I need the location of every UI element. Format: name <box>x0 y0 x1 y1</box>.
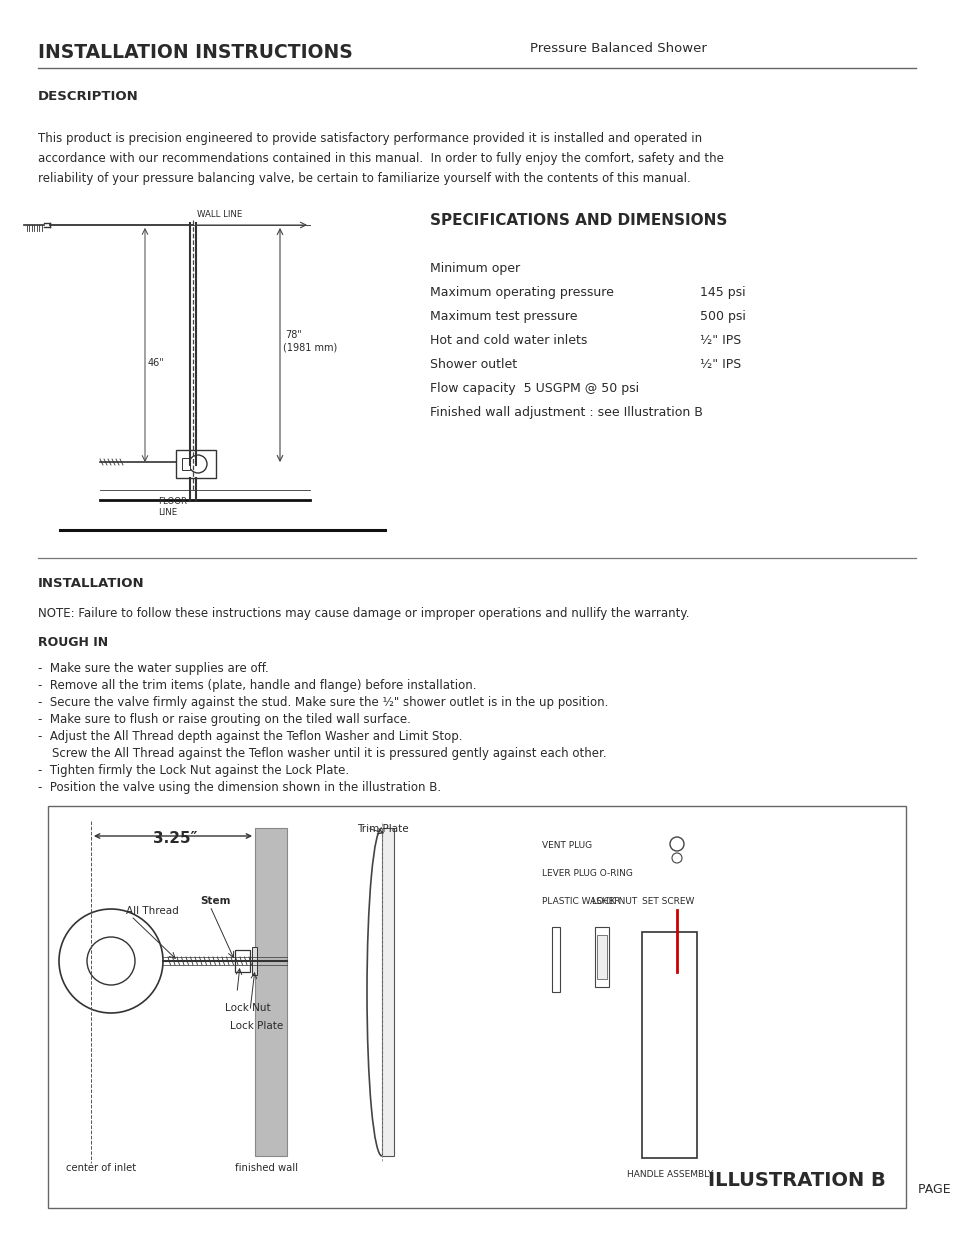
Text: Minimum oper: Minimum oper <box>430 262 519 275</box>
Circle shape <box>671 853 681 863</box>
Text: Lock Nut: Lock Nut <box>225 1003 271 1013</box>
Circle shape <box>87 937 135 986</box>
Text: VENT PLUG: VENT PLUG <box>541 841 592 850</box>
Text: 3.25″: 3.25″ <box>152 831 197 846</box>
Text: WALL LINE: WALL LINE <box>196 210 242 219</box>
Bar <box>552 927 559 992</box>
Text: -  Adjust the All Thread depth against the Teflon Washer and Limit Stop.: - Adjust the All Thread depth against th… <box>38 730 462 743</box>
Bar <box>71 930 151 992</box>
Bar <box>175 450 215 478</box>
Text: HANDLE ASSEMBLY: HANDLE ASSEMBLY <box>626 1170 713 1179</box>
Circle shape <box>189 454 207 473</box>
Text: ½" IPS: ½" IPS <box>700 358 740 370</box>
Text: -  Tighten firmly the Lock Nut against the Lock Plate.: - Tighten firmly the Lock Nut against th… <box>38 764 349 777</box>
Text: ROUGH IN: ROUGH IN <box>38 636 108 650</box>
Bar <box>595 927 608 987</box>
Bar <box>254 827 287 1156</box>
Text: This product is precision engineered to provide satisfactory performance provide: This product is precision engineered to … <box>38 132 723 185</box>
Text: ½" IPS: ½" IPS <box>700 333 740 347</box>
Text: DESCRIPTION: DESCRIPTION <box>38 90 138 103</box>
Text: PLASTIC WASHER: PLASTIC WASHER <box>541 897 619 906</box>
Bar <box>381 827 394 1156</box>
Text: PAGE 02: PAGE 02 <box>917 1183 953 1195</box>
Text: Stem: Stem <box>200 897 231 906</box>
Text: ILLUSTRATION B: ILLUSTRATION B <box>707 1171 885 1191</box>
Circle shape <box>669 837 683 851</box>
Text: -  Position the valve using the dimension shown in the illustration B.: - Position the valve using the dimension… <box>38 781 440 794</box>
Text: SET SCREW: SET SCREW <box>641 897 694 906</box>
Text: Maximum test pressure: Maximum test pressure <box>430 310 577 324</box>
Text: Flow capacity  5 USGPM @ 50 psi: Flow capacity 5 USGPM @ 50 psi <box>430 382 639 395</box>
Text: (1981 mm): (1981 mm) <box>283 343 337 353</box>
Bar <box>252 947 256 974</box>
Text: -  Make sure the water supplies are off.: - Make sure the water supplies are off. <box>38 662 269 676</box>
Text: 500 psi: 500 psi <box>700 310 745 324</box>
Text: -  Remove all the trim items (plate, handle and flange) before installation.: - Remove all the trim items (plate, hand… <box>38 679 476 692</box>
Text: 46": 46" <box>148 358 165 368</box>
Text: INSTALLATION INSTRUCTIONS: INSTALLATION INSTRUCTIONS <box>38 42 353 62</box>
Bar <box>641 932 697 1158</box>
Text: 145 psi: 145 psi <box>700 287 745 299</box>
Text: -  Make sure to flush or raise grouting on the tiled wall surface.: - Make sure to flush or raise grouting o… <box>38 713 411 726</box>
Text: LOCK NUT: LOCK NUT <box>592 897 637 906</box>
Text: LINE: LINE <box>158 508 177 517</box>
Circle shape <box>59 909 163 1013</box>
Text: Hot and cold water inlets: Hot and cold water inlets <box>430 333 587 347</box>
Text: 78": 78" <box>285 330 301 340</box>
Text: Maximum operating pressure: Maximum operating pressure <box>430 287 613 299</box>
Bar <box>48 806 905 1208</box>
Text: FLOOR: FLOOR <box>158 496 187 506</box>
Text: All Thread: All Thread <box>126 906 178 916</box>
Text: center of inlet: center of inlet <box>66 1163 136 1173</box>
Bar <box>234 950 250 972</box>
Text: Lock Plate: Lock Plate <box>230 1021 283 1031</box>
Text: NOTE: Failure to follow these instructions may cause damage or improper operatio: NOTE: Failure to follow these instructio… <box>38 606 689 620</box>
Text: SPECIFICATIONS AND DIMENSIONS: SPECIFICATIONS AND DIMENSIONS <box>430 212 726 228</box>
Text: Pressure Balanced Shower: Pressure Balanced Shower <box>530 42 706 54</box>
Bar <box>182 458 190 471</box>
Text: INSTALLATION: INSTALLATION <box>38 577 145 590</box>
Text: finished wall: finished wall <box>234 1163 297 1173</box>
Text: LEVER PLUG O-RING: LEVER PLUG O-RING <box>541 869 632 878</box>
Bar <box>597 935 606 979</box>
Text: Shower outlet: Shower outlet <box>430 358 517 370</box>
Text: -  Secure the valve firmly against the stud. Make sure the ½" shower outlet is i: - Secure the valve firmly against the st… <box>38 697 608 709</box>
Text: Trim Plate: Trim Plate <box>356 824 408 834</box>
Text: Screw the All Thread against the Teflon washer until it is pressured gently agai: Screw the All Thread against the Teflon … <box>52 747 606 760</box>
Text: Finished wall adjustment : see Illustration B: Finished wall adjustment : see Illustrat… <box>430 406 702 419</box>
